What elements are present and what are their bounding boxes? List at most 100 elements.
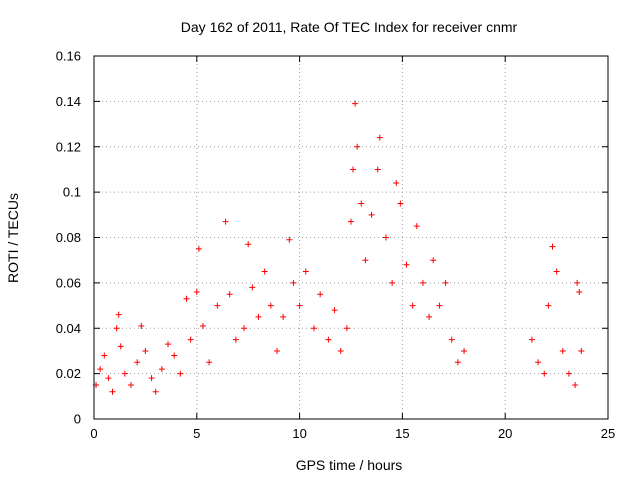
data-point xyxy=(117,343,124,350)
data-point xyxy=(134,359,141,366)
data-point xyxy=(222,218,229,225)
data-point xyxy=(152,388,159,395)
y-tick-label: 0.12 xyxy=(56,139,81,154)
x-tick-label: 20 xyxy=(498,426,512,441)
data-point xyxy=(436,302,443,309)
data-point xyxy=(165,341,172,348)
y-tick-label: 0.02 xyxy=(56,366,81,381)
data-point xyxy=(576,288,583,295)
data-point xyxy=(430,257,437,264)
data-point xyxy=(348,218,354,225)
x-tick-label: 25 xyxy=(601,426,615,441)
x-tick-labels: 0 5 10 15 20 25 xyxy=(90,426,615,441)
data-point xyxy=(413,223,420,230)
data-point xyxy=(553,268,560,275)
data-point xyxy=(241,325,248,332)
data-point xyxy=(389,279,396,286)
data-point xyxy=(158,366,165,373)
data-point xyxy=(290,279,297,286)
data-points xyxy=(93,100,585,395)
data-point xyxy=(393,180,400,187)
data-point xyxy=(403,261,410,268)
data-point xyxy=(115,311,122,318)
data-point xyxy=(574,279,581,286)
data-point xyxy=(541,370,548,377)
data-point xyxy=(101,352,108,359)
data-point xyxy=(255,313,262,320)
data-point xyxy=(572,381,579,388)
y-tick-label: 0.06 xyxy=(56,275,81,290)
x-tick-label: 5 xyxy=(193,426,200,441)
data-point xyxy=(426,313,433,320)
data-point xyxy=(368,211,375,218)
data-point xyxy=(113,325,120,332)
data-point xyxy=(358,200,365,207)
y-tick-label: 0 xyxy=(74,412,81,427)
data-point xyxy=(187,336,194,343)
data-point xyxy=(578,347,585,354)
data-point xyxy=(362,257,369,264)
y-tick-label: 0.16 xyxy=(56,49,81,64)
data-point xyxy=(121,370,128,377)
data-point xyxy=(226,291,233,298)
data-point xyxy=(267,302,274,309)
y-axis-label: ROTI / TECUs xyxy=(5,193,21,283)
data-point xyxy=(177,370,184,377)
data-point xyxy=(343,325,350,332)
data-point xyxy=(354,143,361,150)
data-point xyxy=(397,200,404,207)
axis-ticks xyxy=(93,55,609,420)
x-axis-label: GPS time / hours xyxy=(296,457,403,473)
data-point xyxy=(374,166,381,173)
data-point xyxy=(286,236,293,243)
data-point xyxy=(273,347,280,354)
chart-title: Day 162 of 2011, Rate Of TEC Index for r… xyxy=(181,19,518,35)
x-tick-label: 15 xyxy=(395,426,409,441)
data-point xyxy=(128,381,135,388)
data-point xyxy=(142,347,149,354)
y-tick-label: 0.04 xyxy=(56,321,81,336)
data-point xyxy=(302,268,309,275)
y-tick-label: 0.08 xyxy=(56,230,81,245)
data-point xyxy=(195,245,202,252)
data-point xyxy=(337,347,344,354)
data-point xyxy=(528,336,535,343)
grid-lines xyxy=(94,56,608,419)
data-point xyxy=(409,302,416,309)
data-point xyxy=(376,134,383,141)
data-point xyxy=(331,307,338,314)
data-point xyxy=(206,359,213,366)
data-point xyxy=(419,279,426,286)
data-point xyxy=(97,366,104,373)
data-point xyxy=(310,325,317,332)
data-point xyxy=(382,234,389,241)
data-point xyxy=(565,370,572,377)
data-point xyxy=(352,100,359,107)
data-point xyxy=(296,302,303,309)
data-point xyxy=(350,166,357,173)
data-point xyxy=(148,375,155,382)
data-point xyxy=(109,388,116,395)
y-tick-labels: 0 0.02 0.04 0.06 0.08 0.1 0.12 0.14 0.16 xyxy=(56,49,81,427)
data-point xyxy=(549,243,556,250)
data-point xyxy=(232,336,239,343)
x-tick-label: 10 xyxy=(292,426,306,441)
data-point xyxy=(448,336,455,343)
data-point xyxy=(214,302,221,309)
data-point xyxy=(545,302,552,309)
data-point xyxy=(171,352,178,359)
data-point xyxy=(105,375,112,382)
y-tick-label: 0.1 xyxy=(63,185,81,200)
data-point xyxy=(461,347,468,354)
data-point xyxy=(559,347,566,354)
data-point xyxy=(193,288,200,295)
data-point xyxy=(535,359,542,366)
data-point xyxy=(183,295,190,302)
data-point xyxy=(261,268,268,275)
data-point xyxy=(325,336,332,343)
x-tick-label: 0 xyxy=(90,426,97,441)
data-point xyxy=(138,322,145,329)
data-point xyxy=(454,359,461,366)
data-point xyxy=(442,279,449,286)
